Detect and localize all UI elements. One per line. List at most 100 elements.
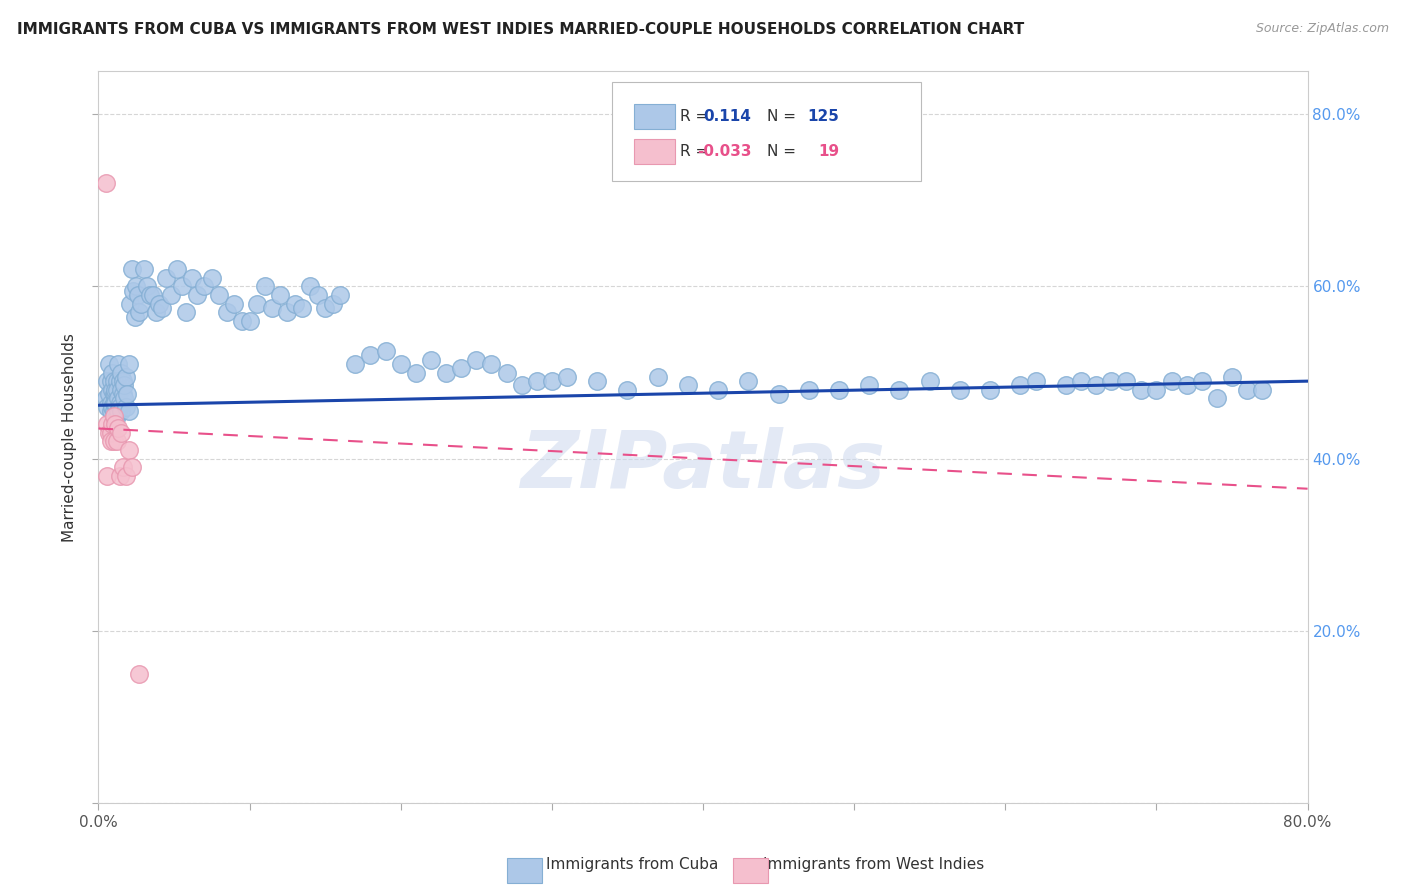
Point [96, 400, 118, 414]
Point [224, 296, 246, 310]
FancyBboxPatch shape [613, 82, 921, 181]
Point [103, 409, 125, 423]
Point [253, 279, 276, 293]
Text: N =: N = [768, 145, 796, 160]
Point [107, 404, 129, 418]
Point [103, 374, 125, 388]
Point [555, 369, 578, 384]
Point [1236, 383, 1258, 397]
Point [110, 366, 132, 380]
Point [858, 378, 880, 392]
Point [104, 395, 127, 409]
Point [737, 374, 759, 388]
Text: R =: R = [681, 145, 709, 160]
Point [1099, 374, 1122, 388]
Point [166, 262, 188, 277]
Point [114, 400, 136, 414]
Point [174, 305, 197, 319]
Point [1070, 374, 1092, 388]
Point [918, 374, 941, 388]
Point [389, 357, 412, 371]
Point [1251, 383, 1274, 397]
Point [110, 404, 132, 418]
Point [96, 468, 118, 483]
Point [118, 404, 141, 418]
Point [979, 383, 1001, 397]
Point [1024, 374, 1046, 388]
Text: 0.114: 0.114 [703, 109, 751, 124]
Point [322, 296, 344, 310]
Point [107, 357, 129, 371]
Point [616, 383, 638, 397]
Point [434, 366, 457, 380]
Point [481, 357, 503, 371]
Point [1191, 374, 1213, 388]
Point [103, 404, 125, 418]
Point [104, 417, 127, 432]
Point [299, 279, 322, 293]
Point [101, 417, 124, 432]
Text: 19: 19 [818, 145, 839, 160]
Text: N =: N = [768, 109, 796, 124]
Point [828, 383, 851, 397]
FancyBboxPatch shape [634, 104, 675, 129]
Text: Immigrants from Cuba: Immigrants from Cuba [546, 857, 718, 872]
Point [100, 404, 122, 418]
Point [108, 400, 131, 414]
Point [115, 387, 138, 401]
FancyBboxPatch shape [734, 858, 768, 882]
Point [405, 366, 427, 380]
Point [160, 288, 183, 302]
Point [889, 383, 911, 397]
Point [1115, 374, 1137, 388]
Y-axis label: Married-couple Households: Married-couple Households [62, 333, 77, 541]
Point [1206, 392, 1229, 406]
FancyBboxPatch shape [508, 858, 543, 882]
Point [181, 271, 204, 285]
Point [96, 374, 118, 388]
Point [707, 383, 730, 397]
Point [112, 378, 135, 392]
Point [112, 392, 135, 406]
Point [374, 344, 396, 359]
Point [103, 434, 125, 449]
Point [105, 383, 128, 397]
Point [526, 374, 548, 388]
Point [586, 374, 609, 388]
Point [1220, 369, 1243, 384]
Point [276, 305, 298, 319]
Point [121, 460, 143, 475]
Point [155, 271, 177, 285]
Point [105, 434, 128, 449]
Point [94, 176, 117, 190]
Text: 125: 125 [808, 109, 839, 124]
Point [215, 305, 238, 319]
Point [949, 383, 972, 397]
Point [111, 387, 134, 401]
Point [540, 374, 562, 388]
Point [124, 310, 146, 324]
Point [262, 301, 284, 315]
Point [104, 383, 127, 397]
Point [1144, 383, 1167, 397]
Text: ZIPatlas: ZIPatlas [520, 427, 886, 506]
Point [100, 434, 122, 449]
Point [329, 288, 352, 302]
Point [676, 378, 699, 392]
Point [420, 352, 443, 367]
Point [1175, 378, 1198, 392]
Point [114, 369, 136, 384]
Point [510, 378, 533, 392]
Point [186, 288, 208, 302]
Point [98, 425, 121, 440]
Point [360, 348, 382, 362]
Text: IMMIGRANTS FROM CUBA VS IMMIGRANTS FROM WEST INDIES MARRIED-COUPLE HOUSEHOLDS CO: IMMIGRANTS FROM CUBA VS IMMIGRANTS FROM … [17, 22, 1024, 37]
Point [125, 279, 148, 293]
Point [101, 366, 124, 380]
Point [110, 383, 132, 397]
Point [1054, 378, 1077, 392]
Point [1130, 383, 1153, 397]
Point [107, 392, 129, 406]
Point [291, 301, 314, 315]
Point [139, 288, 162, 302]
